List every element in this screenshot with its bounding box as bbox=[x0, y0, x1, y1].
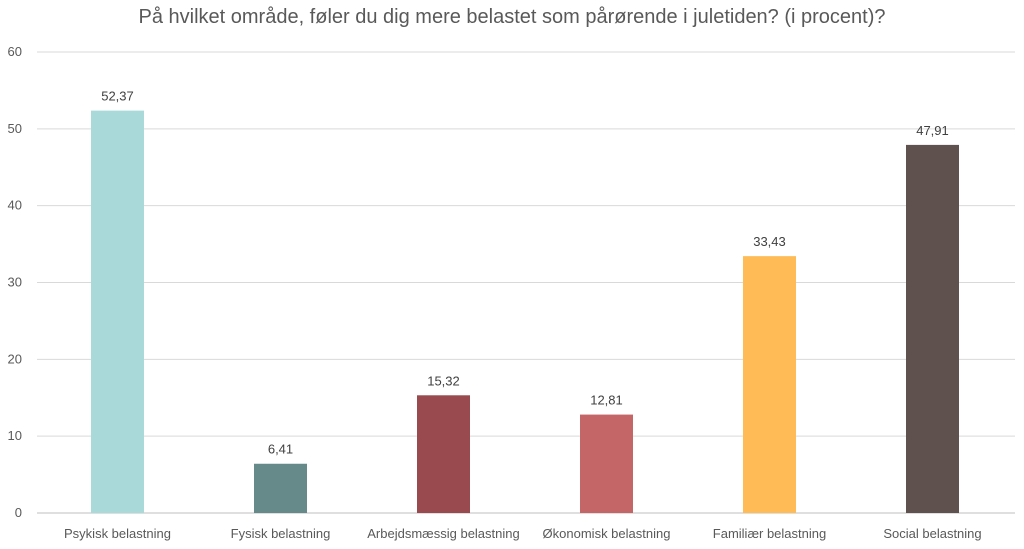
data-label: 52,37 bbox=[101, 89, 134, 104]
y-tick-label: 10 bbox=[8, 428, 22, 443]
x-tick-label: Social belastning bbox=[883, 526, 981, 541]
y-tick-label: 30 bbox=[8, 275, 22, 290]
bar bbox=[906, 144, 959, 514]
y-tick-label: 40 bbox=[8, 198, 22, 213]
bar bbox=[254, 463, 307, 513]
bar bbox=[580, 414, 633, 513]
x-tick-label: Psykisk belastning bbox=[64, 526, 171, 541]
bar bbox=[743, 256, 796, 513]
data-label: 12,81 bbox=[590, 393, 623, 408]
bar bbox=[417, 395, 470, 513]
data-label: 6,41 bbox=[268, 442, 293, 457]
chart-title: På hvilket område, føler du dig mere bel… bbox=[138, 6, 886, 28]
y-tick-label: 50 bbox=[8, 121, 22, 136]
data-label: 47,91 bbox=[916, 123, 949, 138]
x-tick-label: Økonomisk belastning bbox=[543, 526, 671, 541]
data-label: 15,32 bbox=[427, 373, 460, 388]
x-tick-label: Arbejdsmæssig belastning bbox=[367, 526, 519, 541]
y-tick-label: 20 bbox=[8, 351, 22, 366]
x-tick-label: Fysisk belastning bbox=[231, 526, 331, 541]
data-label: 33,43 bbox=[753, 234, 786, 249]
bar bbox=[91, 110, 144, 513]
x-tick-label: Familiær belastning bbox=[713, 526, 826, 541]
y-tick-label: 60 bbox=[8, 44, 22, 59]
y-tick-label: 0 bbox=[15, 505, 22, 520]
